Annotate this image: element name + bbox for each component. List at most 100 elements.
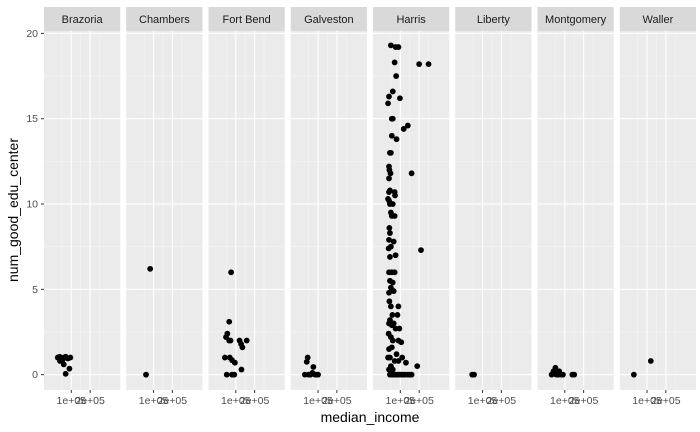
data-point	[647, 358, 654, 364]
facet-label-galveston: Galveston	[304, 14, 354, 26]
data-point	[386, 298, 393, 305]
data-point	[397, 95, 403, 102]
data-point	[387, 254, 393, 260]
data-point	[387, 149, 394, 156]
data-point	[393, 73, 400, 79]
x-tick-label: 1e+05	[57, 395, 87, 407]
data-point	[395, 303, 402, 310]
data-point	[391, 213, 398, 219]
data-point	[386, 189, 392, 195]
facet-label-fort-bend: Fort Bend	[222, 14, 270, 26]
data-point	[403, 359, 409, 366]
facet-strip-harris	[373, 7, 450, 31]
data-point	[67, 354, 74, 361]
data-point	[387, 42, 394, 49]
data-point	[404, 122, 411, 129]
data-point	[309, 370, 316, 376]
data-point	[310, 364, 317, 370]
data-point	[389, 201, 396, 207]
data-point	[239, 344, 246, 351]
data-point	[399, 354, 406, 361]
data-point	[60, 361, 67, 368]
x-tick-label: 1e+05	[221, 395, 251, 407]
data-point	[388, 344, 395, 351]
panel-background	[208, 31, 285, 390]
data-point	[571, 371, 578, 378]
y-tick-label: 20	[26, 28, 38, 40]
data-point	[390, 320, 397, 327]
data-point	[387, 354, 393, 361]
panel-background	[373, 31, 450, 390]
data-point	[394, 312, 401, 318]
x-tick-label: 2e+05	[75, 395, 105, 407]
data-point	[221, 354, 228, 361]
x-tick-label: 1e+05	[550, 395, 580, 407]
data-point	[389, 337, 396, 344]
y-tick-label: 15	[26, 113, 38, 125]
panel-background	[126, 31, 203, 390]
data-point	[387, 230, 393, 236]
x-tick-label: 2e+05	[569, 395, 599, 407]
data-point	[390, 238, 397, 245]
facet-strip-waller	[619, 7, 696, 31]
data-point	[303, 358, 310, 365]
facet-strip-fort-bend	[208, 7, 285, 31]
x-tick-label: 1e+05	[632, 395, 662, 407]
data-point	[227, 337, 234, 344]
data-point	[143, 371, 149, 378]
facet-strip-liberty	[455, 7, 532, 31]
y-axis: 0 5 10 15 20	[26, 28, 44, 381]
x-tick-label: 1e+05	[303, 395, 333, 407]
data-point	[392, 192, 398, 199]
y-axis-title: num_good_edu_center	[5, 138, 21, 282]
data-point	[396, 325, 403, 332]
data-point	[231, 371, 238, 378]
data-point	[393, 136, 400, 143]
data-point	[389, 279, 396, 286]
data-point	[62, 370, 69, 377]
data-point	[223, 371, 230, 378]
data-point	[231, 359, 238, 366]
data-point	[385, 245, 392, 252]
facet-label-waller: Waller	[642, 14, 673, 26]
panel-background	[290, 31, 367, 390]
y-tick-label: 5	[32, 284, 38, 296]
data-point	[471, 371, 477, 378]
facet-panels: Brazoria1e+052e+05Chambers1e+052e+05Fort…	[44, 7, 696, 407]
data-point	[398, 339, 405, 346]
data-point	[226, 318, 233, 325]
data-point	[147, 265, 154, 272]
data-point	[395, 358, 402, 364]
facet-strip-montgomery	[537, 7, 614, 31]
x-axis-title: median_income	[321, 409, 420, 425]
y-tick-label: 0	[32, 369, 38, 381]
panel-background	[455, 31, 532, 390]
facet-strip-brazoria	[44, 7, 121, 31]
data-point	[243, 337, 250, 344]
data-point	[425, 61, 432, 68]
x-tick-label: 1e+05	[386, 395, 416, 407]
data-point	[391, 269, 398, 276]
data-point	[390, 288, 397, 294]
data-point	[386, 175, 392, 182]
data-point	[386, 289, 392, 296]
data-point	[386, 366, 392, 373]
data-point	[408, 170, 415, 177]
data-point	[386, 93, 392, 100]
data-point	[389, 312, 396, 318]
data-point	[414, 363, 421, 370]
x-tick-label: 2e+05	[322, 395, 352, 407]
facet-label-montgomery: Montgomery	[545, 14, 607, 26]
data-point	[386, 236, 392, 243]
data-point	[416, 61, 423, 68]
data-point	[385, 100, 391, 107]
data-point	[387, 170, 394, 177]
data-point	[391, 59, 398, 66]
y-tick-label: 10	[26, 199, 38, 211]
panel-background	[619, 31, 696, 390]
